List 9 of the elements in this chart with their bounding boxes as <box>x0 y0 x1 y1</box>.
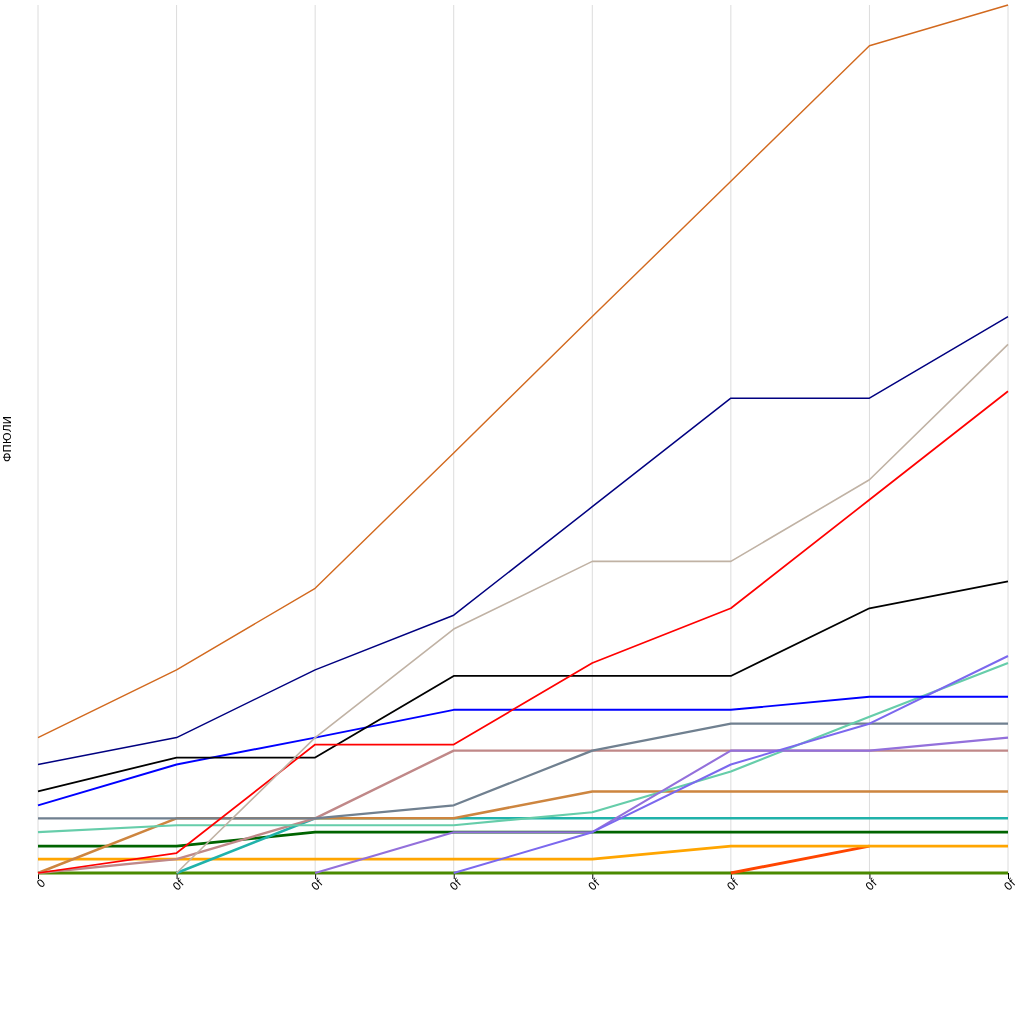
y-axis-title: ФПЮЛИ <box>1 415 14 463</box>
x-tick-label: 0f <box>862 875 881 894</box>
x-tick-label: 0f <box>724 875 743 894</box>
x-tick-label: 0f <box>585 875 604 894</box>
x-tick-label: 0 <box>34 876 49 891</box>
x-tick-label: 0f <box>170 875 188 894</box>
x-tick-label: 0f <box>1001 875 1020 894</box>
x-tick-label: 0f <box>308 875 327 894</box>
x-tick-label: 0f <box>447 875 465 894</box>
